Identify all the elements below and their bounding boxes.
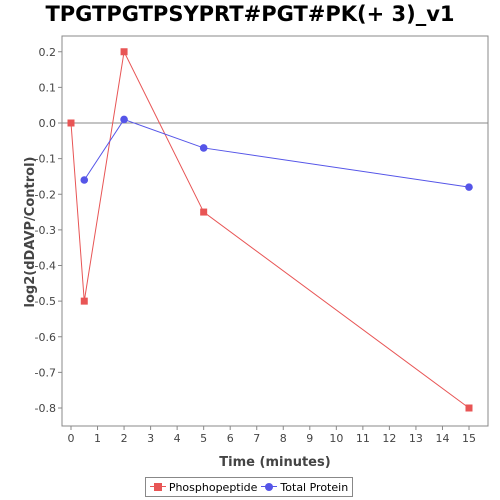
- y-tick-label: -0.3: [35, 224, 56, 237]
- phosphopeptide-legend-marker: [149, 482, 166, 492]
- total-protein-point: [199, 144, 208, 152]
- x-tick-label: 1: [94, 432, 101, 445]
- phosphopeptide-point: [80, 297, 88, 305]
- chart-title: TPGTPGTPSYPRT#PGT#PK(+ 3)_v1: [45, 2, 455, 26]
- x-tick-label: 12: [382, 432, 396, 445]
- x-axis-ticks: 0 1 2 3 4 5 6 7 8 9 10 11 12 13 14 15: [68, 426, 476, 445]
- phosphopeptide-point: [120, 48, 128, 56]
- phosphopeptide-point: [200, 208, 208, 216]
- x-tick-label: 8: [280, 432, 287, 445]
- chart-legend: Phosphopeptide Total Protein: [145, 477, 353, 497]
- total-protein-line: [83, 118, 470, 188]
- x-tick-label: 6: [227, 432, 234, 445]
- x-tick-label: 11: [356, 432, 370, 445]
- y-axis-label: log2(dDAVP/Control): [23, 157, 38, 308]
- x-tick-label: 4: [174, 432, 181, 445]
- legend-label-phosphopeptide: Phosphopeptide: [168, 480, 258, 494]
- total-protein-point: [80, 176, 89, 184]
- legend-item-phosphopeptide: Phosphopeptide: [149, 480, 258, 494]
- plot-area: [61, 35, 489, 427]
- y-tick-label: -0.5: [35, 295, 56, 308]
- y-tick-label: 0.0: [39, 117, 57, 130]
- x-tick-label: 5: [200, 432, 207, 445]
- legend-item-total-protein: Total Protein: [261, 481, 348, 494]
- phosphopeptide-point: [67, 119, 75, 127]
- y-tick-label: -0.8: [35, 402, 56, 415]
- total-protein-point: [120, 115, 128, 124]
- x-tick-label: 9: [306, 432, 313, 445]
- y-tick-label: 0.1: [39, 81, 57, 94]
- phosphopeptide-point: [465, 404, 473, 412]
- legend-label-total-protein: Total Protein: [280, 480, 349, 494]
- x-axis-label: Time (minutes): [219, 455, 330, 470]
- y-tick-label: 0.2: [39, 46, 57, 59]
- x-tick-label: 0: [68, 432, 75, 445]
- y-axis-ticks: 0.2 0.1 0.0 -0.1 -0.2 -0.3 -0.4 -0.5 -0.6 -0.7 -0.…: [35, 46, 62, 415]
- y-tick-label: -0.4: [35, 260, 56, 273]
- y-tick-label: -0.6: [35, 331, 56, 344]
- x-tick-label: 2: [121, 432, 128, 445]
- y-tick-label: -0.1: [35, 153, 56, 166]
- total-protein-legend-marker: [261, 482, 278, 492]
- x-tick-label: 7: [253, 432, 260, 445]
- total-protein-point: [465, 183, 473, 191]
- x-tick-label: 10: [329, 432, 343, 445]
- x-tick-label: 13: [409, 432, 423, 445]
- y-tick-label: -0.2: [35, 188, 56, 201]
- x-tick-label: 14: [435, 432, 449, 445]
- x-tick-label: 3: [147, 432, 154, 445]
- x-tick-label: 15: [462, 432, 476, 445]
- y-tick-label: -0.7: [35, 366, 56, 379]
- series-layer: [67, 48, 473, 412]
